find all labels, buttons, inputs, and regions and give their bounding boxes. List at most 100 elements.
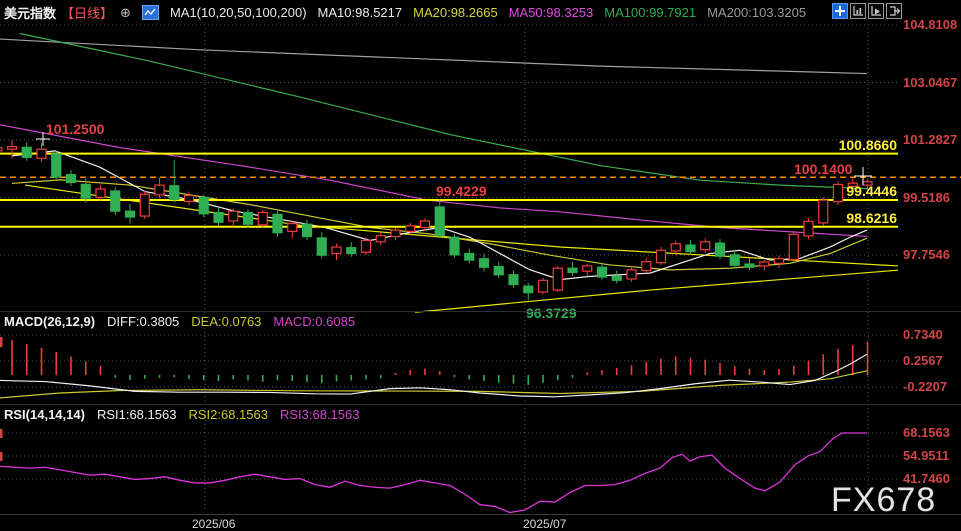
ma20-value: MA20:98.2665 [413,4,498,20]
candle-body [405,225,416,232]
clipped-axis-mark [0,429,3,438]
candle-body [582,265,593,272]
candle-body [6,146,18,150]
candle-body [847,182,858,187]
candle-body [744,263,755,268]
chart-toolbar [832,3,902,19]
ma100-line [19,32,868,190]
candle-body [611,275,622,281]
candle-body [464,252,475,261]
trendline[interactable] [414,269,899,313]
ma50-value: MA50:98.3253 [508,4,594,20]
dea-line [0,370,868,399]
rsi3-value: RSI3:68.1563 [279,407,360,422]
candle-body [198,196,209,215]
ma200-value: MA200:103.3205 [707,4,807,20]
candle-body [478,258,490,268]
candle-body [655,249,667,264]
macd-hist-value: MACD:0.6085 [273,314,356,329]
candle-body [729,254,740,266]
macd-diff-value: DIFF:0.3805 [107,314,180,329]
trendline[interactable] [24,184,899,267]
rsi-name[interactable]: RSI(14,14,14) [4,407,85,422]
candle-body [272,213,283,234]
ma10-line [11,150,868,281]
clipped-axis-mark [0,337,3,347]
candle-body [110,190,121,212]
candle-body [567,267,578,274]
candle-body [773,258,785,264]
candle-body [508,274,519,286]
candle-body [169,185,180,201]
xaxis-label-jun: 2025/06 [192,517,236,531]
candle-body [360,239,372,253]
candle-body [154,184,165,196]
candle-body [552,267,563,291]
rsi1-value: RSI1:68.1563 [96,407,177,422]
candle-body [331,246,342,255]
candle-body [51,153,62,178]
candle-body [685,244,696,253]
candle-body [139,193,150,217]
candle-body [301,223,313,238]
axis-scale-chart-icon[interactable] [850,3,866,19]
diff-line [0,353,868,398]
candle-body [818,199,829,224]
candle-body [242,211,254,225]
candle-body [714,242,726,257]
candle-body [124,210,136,218]
macd-dea-value: DEA:0.0763 [191,314,262,329]
rsi-header: RSI(14,14,14) RSI1:68.1563 RSI2:68.1563 … [4,407,359,422]
candle-body [449,236,460,256]
candle-body [537,279,549,293]
candle-body [596,266,608,278]
pan-tool-icon[interactable] [832,3,848,19]
instrument-title: 美元指数 [4,5,57,21]
macd-name[interactable]: MACD(26,12,9) [4,314,96,329]
ma-set-label: MA1(10,20,50,100,200) [169,4,307,20]
candle-body [375,235,386,243]
candle-body [346,247,357,255]
candle-body [788,233,799,261]
pane-separator-macd [0,311,961,312]
candle-body [862,181,873,186]
watermark: FX678 [831,481,937,519]
ma50-line [0,124,868,238]
candle-body [95,188,106,199]
ma100-value: MA100:99.7921 [604,4,697,20]
candle-body [316,237,327,256]
candle-body [641,261,652,272]
candle-body [21,146,32,158]
candle-body [80,183,91,199]
candle-body [759,261,770,267]
rsi-line [0,432,867,514]
candle-body [390,229,401,238]
candle-body [0,147,3,152]
candle-body [65,174,77,184]
settings-icon[interactable]: ⊕ [120,4,131,20]
candle-body [670,243,681,252]
chart-type-icon[interactable] [141,4,159,20]
ma10-value: MA10:98.5217 [317,4,403,20]
axis-scale-play-icon[interactable] [868,3,884,19]
candle-body [419,220,431,229]
candle-body [832,183,844,203]
candle-body [287,222,298,232]
macd-header: MACD(26,12,9) DIFF:0.3805 DEA:0.0763 MAC… [4,314,355,329]
ma200-line [0,38,868,75]
candle-body [434,206,445,237]
candle-body [257,211,268,226]
candle-body [626,269,637,280]
rsi2-value: RSI2:68.1563 [188,407,268,422]
candle-body [493,265,504,276]
pane-separator-xaxis [0,514,961,515]
candle-body [700,241,711,251]
timeframe-label[interactable]: 【日线】 [61,5,114,21]
candle-body [213,211,224,223]
clipped-axis-mark [0,452,3,461]
candle-body [36,148,47,159]
candle-body [228,210,239,222]
exit-drawing-icon[interactable] [886,3,902,19]
